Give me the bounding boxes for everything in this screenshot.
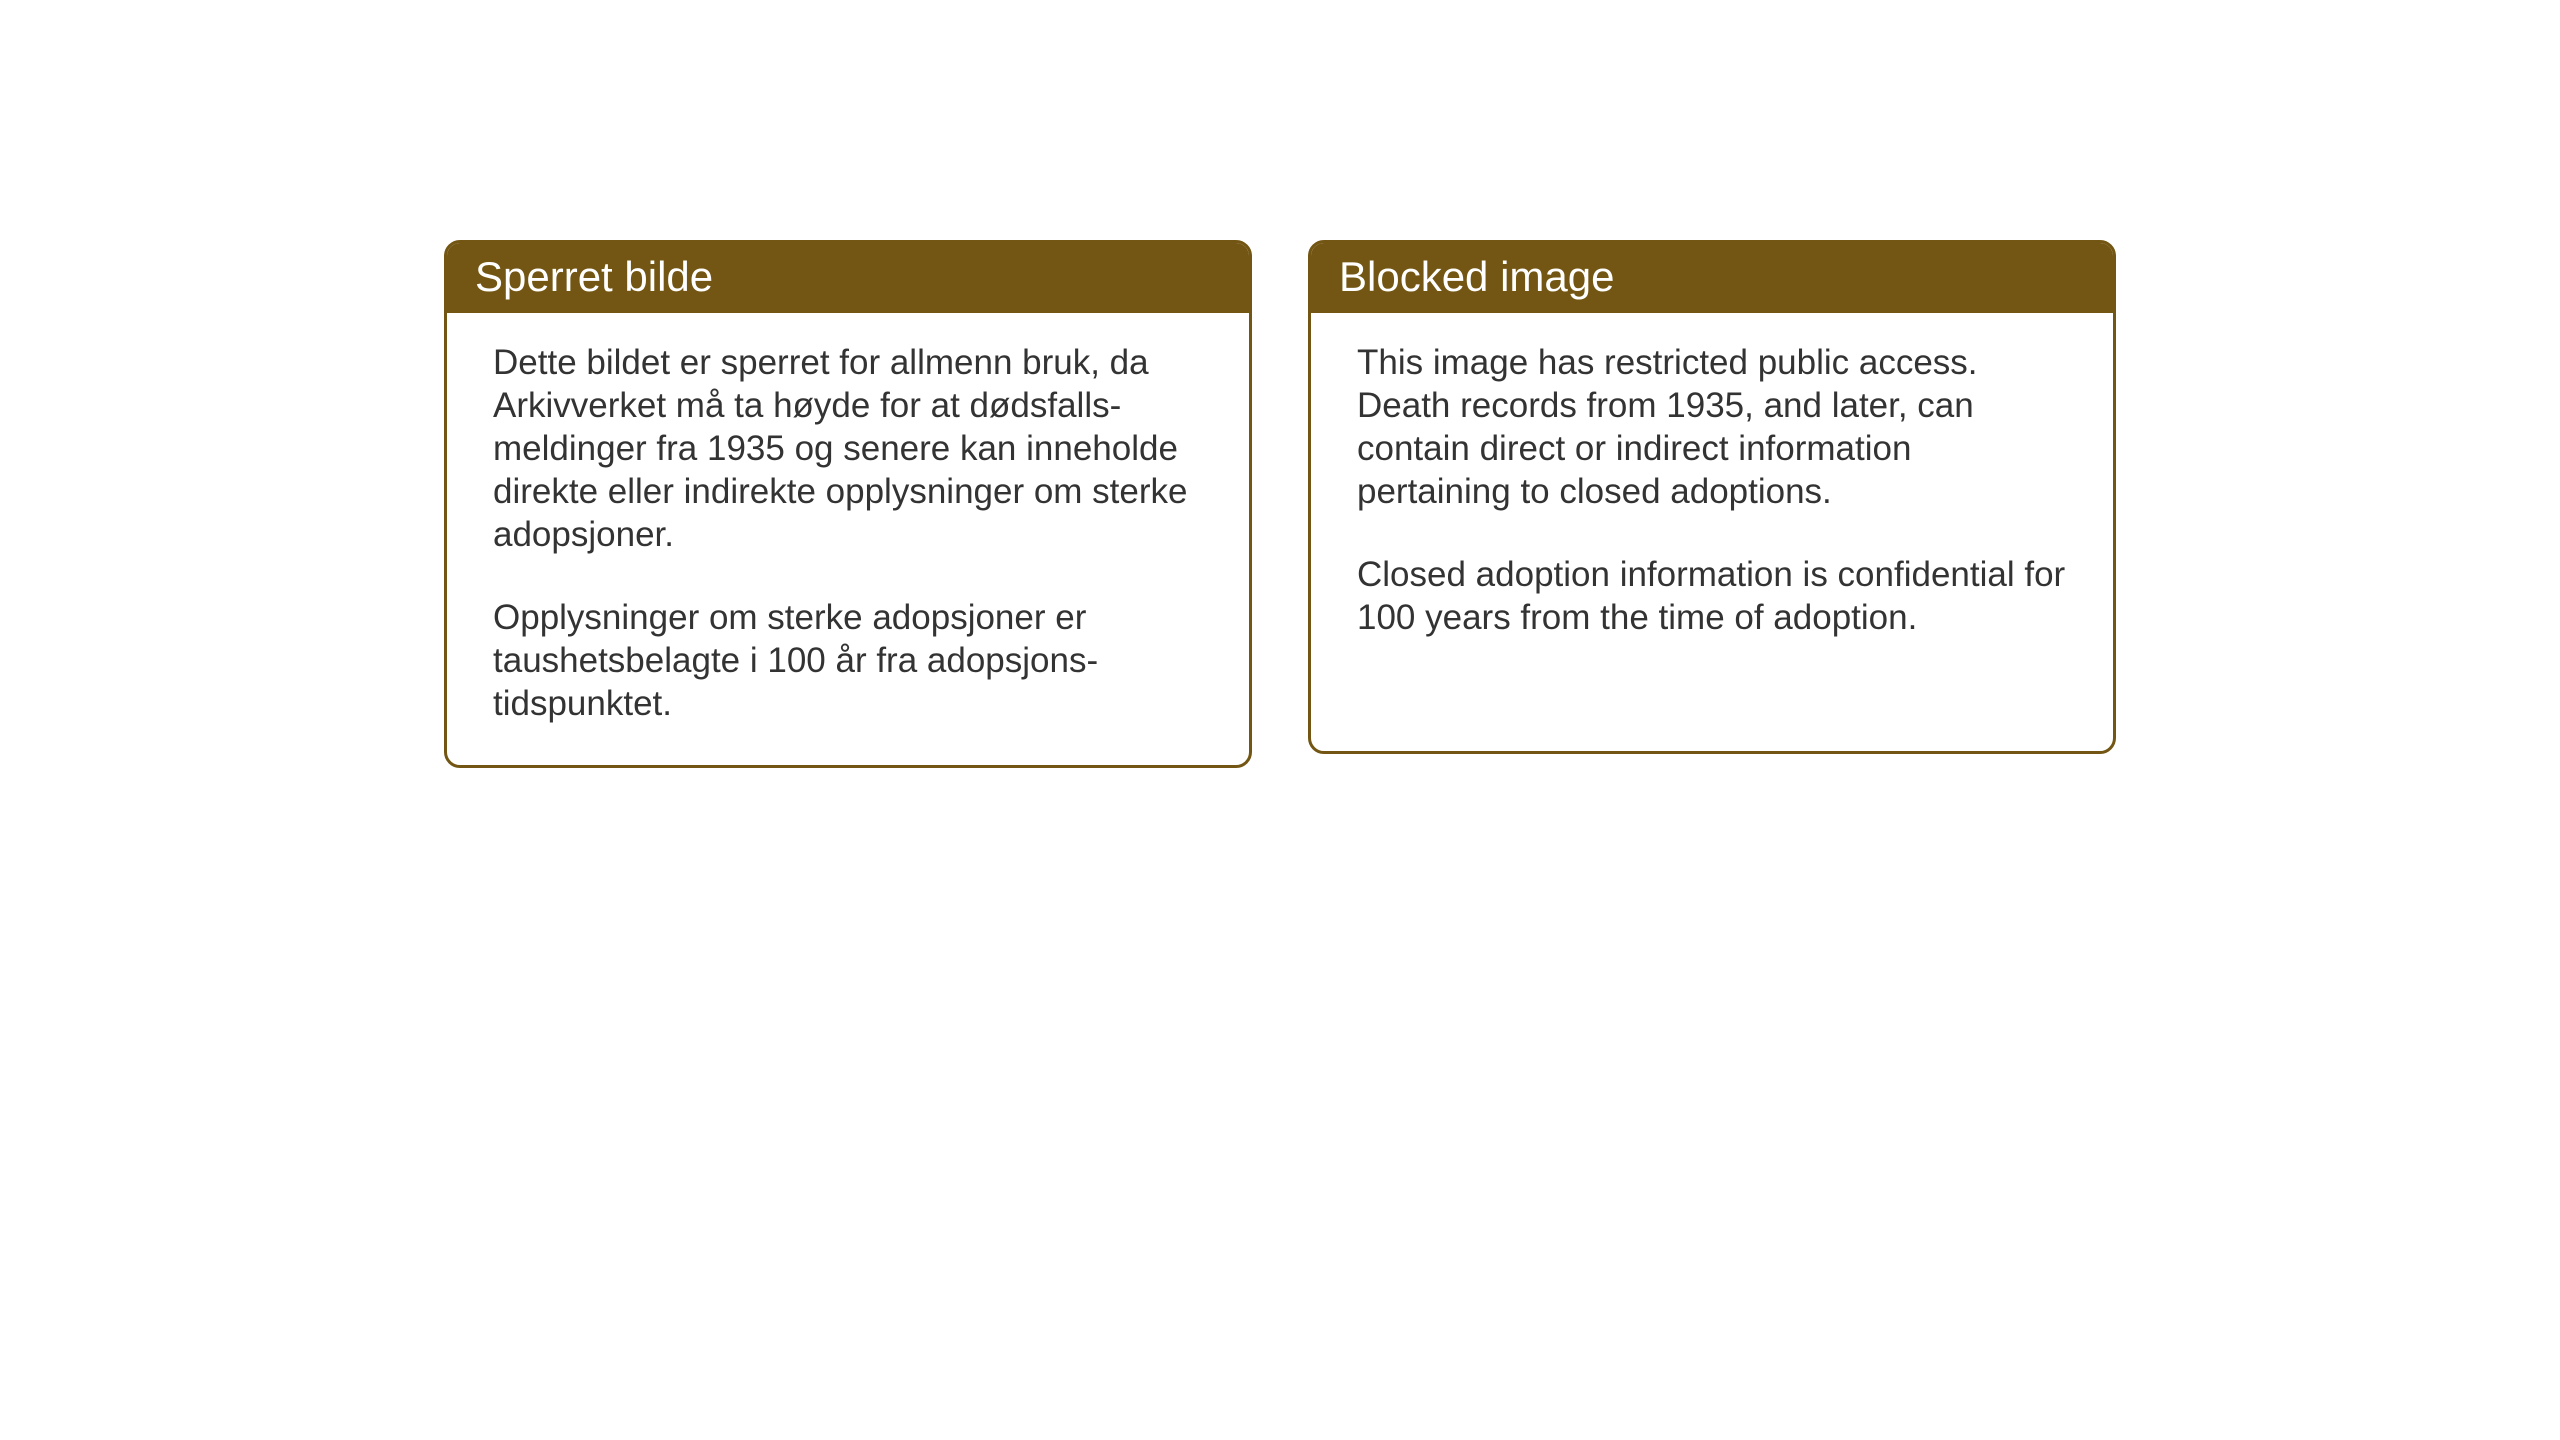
- notice-container: Sperret bilde Dette bildet er sperret fo…: [444, 240, 2116, 768]
- card-header-norwegian: Sperret bilde: [447, 243, 1249, 313]
- notice-card-norwegian: Sperret bilde Dette bildet er sperret fo…: [444, 240, 1252, 768]
- card-paragraph-1-norwegian: Dette bildet er sperret for allmenn bruk…: [493, 341, 1203, 556]
- card-paragraph-2-norwegian: Opplysninger om sterke adopsjoner er tau…: [493, 596, 1203, 725]
- card-body-english: This image has restricted public access.…: [1311, 313, 2113, 679]
- card-header-english: Blocked image: [1311, 243, 2113, 313]
- card-body-norwegian: Dette bildet er sperret for allmenn bruk…: [447, 313, 1249, 765]
- card-title-norwegian: Sperret bilde: [475, 253, 713, 300]
- card-title-english: Blocked image: [1339, 253, 1614, 300]
- card-paragraph-1-english: This image has restricted public access.…: [1357, 341, 2067, 513]
- card-paragraph-2-english: Closed adoption information is confident…: [1357, 553, 2067, 639]
- notice-card-english: Blocked image This image has restricted …: [1308, 240, 2116, 754]
